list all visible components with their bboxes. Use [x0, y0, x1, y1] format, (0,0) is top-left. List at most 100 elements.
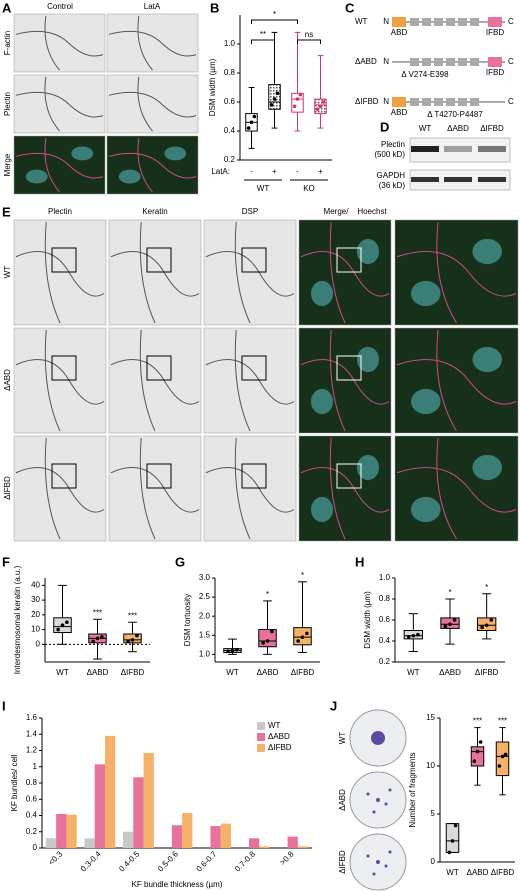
roi-box — [241, 463, 267, 489]
nucleus — [356, 238, 380, 265]
data-point — [448, 622, 452, 626]
x-tick-label: 0.7-0.8 — [233, 849, 257, 873]
panel-letter: H — [355, 554, 364, 569]
terminus: C — [508, 57, 514, 66]
band-label: GAPDH — [377, 171, 406, 180]
fragment — [384, 802, 388, 806]
data-point — [246, 126, 251, 130]
data-point — [265, 639, 270, 643]
band — [411, 177, 439, 182]
data-point — [272, 97, 277, 101]
panel-letter: G — [175, 554, 185, 569]
cell-border — [396, 221, 517, 324]
band — [444, 177, 472, 182]
lane-label: ΔIFBD — [480, 124, 504, 133]
domain — [422, 18, 431, 26]
y-tick-label: 1.4 — [26, 729, 38, 738]
bar — [133, 777, 144, 848]
bracket — [297, 39, 321, 44]
y-tick-label: 0.2 — [26, 827, 38, 836]
data-point — [489, 618, 494, 622]
legend-swatch — [257, 733, 265, 741]
bar — [66, 814, 77, 848]
data-point — [270, 629, 274, 634]
band-label: Plectin — [381, 140, 405, 149]
bracket — [251, 39, 275, 44]
bar — [287, 836, 298, 848]
nucleus — [472, 454, 503, 481]
bar — [220, 823, 231, 848]
data-point — [503, 752, 508, 757]
bar — [182, 813, 193, 848]
box — [291, 92, 304, 113]
data-point — [261, 641, 265, 645]
fragment — [371, 731, 385, 745]
y-tick-label: 1.5 — [199, 630, 211, 639]
domain — [446, 18, 455, 26]
data-point — [269, 103, 274, 107]
legend-label: ΔABD — [268, 732, 290, 741]
data-point — [318, 104, 323, 109]
panel-letter: I — [2, 698, 6, 713]
roi-box — [146, 463, 172, 489]
bar — [94, 764, 105, 848]
nucleus — [356, 454, 380, 481]
panel-letter: F — [2, 554, 10, 569]
row-label: ΔIFBD — [3, 476, 12, 500]
domain — [470, 98, 479, 106]
construct-label: ΔABD — [355, 57, 377, 66]
terminus: C — [508, 97, 514, 106]
roi-box — [336, 463, 362, 489]
panel-letter: A — [2, 0, 12, 15]
y-tick-label: 0.8 — [26, 778, 38, 787]
x-tick-label: WT — [56, 668, 69, 677]
domain — [410, 98, 419, 106]
data-point — [135, 633, 139, 638]
row-label: WT — [3, 266, 12, 279]
fragment — [372, 810, 376, 814]
y-tick-label: 0 — [431, 857, 436, 866]
abd-domain — [392, 97, 406, 107]
domain — [458, 58, 467, 66]
x-tick-label: - — [296, 167, 299, 176]
data-point — [60, 623, 65, 627]
column-header: Hoechst — [357, 207, 387, 216]
domain — [422, 98, 431, 106]
data-point — [56, 627, 60, 632]
significance: *** — [128, 611, 137, 620]
row-label: Merge — [3, 153, 12, 176]
data-point — [305, 631, 309, 636]
row-label: Plectin — [3, 92, 12, 116]
micrograph — [106, 13, 199, 73]
terminus: N — [383, 17, 389, 26]
roi-box — [241, 247, 267, 273]
x-tick-label: ΔABD — [257, 668, 279, 677]
data-point — [452, 618, 457, 622]
data-point — [416, 632, 420, 637]
construct-label: ΔIFBD — [355, 97, 379, 106]
column-header: Merge/ — [324, 207, 350, 216]
band-size: (36 kD) — [379, 181, 406, 190]
axis-label: DSM tortuosity — [183, 594, 192, 646]
cell-border — [15, 137, 104, 193]
ifbd-domain — [488, 57, 502, 67]
band — [478, 177, 506, 182]
x-tick-label: 0.5-0.6 — [156, 849, 180, 873]
micrograph — [13, 74, 106, 134]
data-point — [249, 120, 254, 125]
data-point — [295, 97, 300, 101]
y-tick-label: 1.6 — [26, 713, 38, 722]
cell-border — [396, 329, 517, 432]
y-tick-label: 30 — [31, 595, 40, 604]
y-tick-label: 0.2 — [224, 155, 236, 164]
micrograph — [394, 435, 519, 542]
fragment — [372, 872, 376, 876]
row-label: WT — [338, 732, 347, 745]
abd-label: ABD — [391, 28, 408, 37]
panel-letter: E — [2, 204, 11, 219]
fragment — [366, 792, 370, 796]
domain — [410, 18, 419, 26]
y-tick-label: 2.0 — [199, 611, 211, 620]
data-point — [497, 764, 502, 768]
